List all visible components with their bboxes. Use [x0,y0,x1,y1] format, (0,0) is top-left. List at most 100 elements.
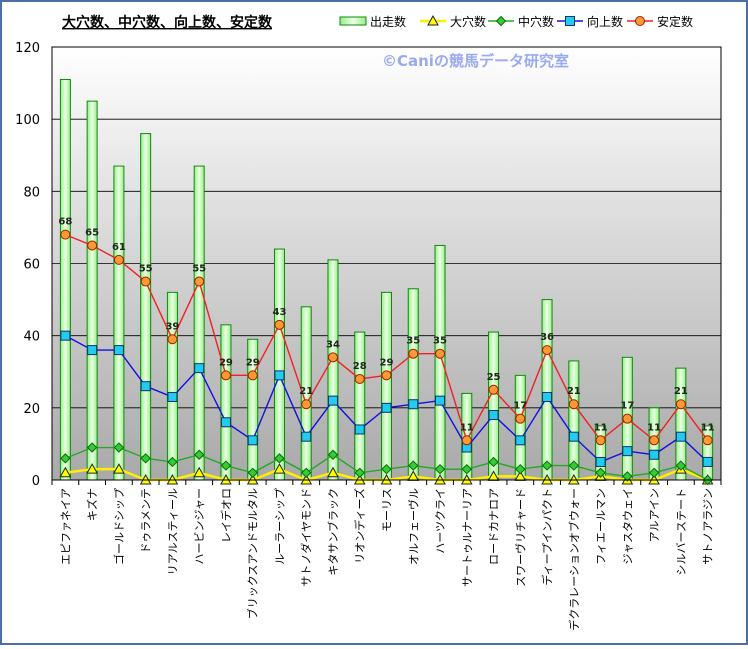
point-2-3 [140,453,151,464]
point-2-19 [568,460,580,471]
point-2-5 [193,449,205,460]
point-4-14 [435,348,446,359]
data-label-14: 35 [433,336,447,347]
y-tick-label: 120 [15,41,40,56]
point-2-2 [113,442,125,453]
point-4-6 [220,370,231,381]
x-tick-label-18: ディープインパクト [540,488,554,586]
legend-swatch-0 [339,16,367,26]
point-4-17 [515,413,526,424]
point-2-21 [622,471,633,482]
bar-2 [113,165,125,481]
y-tick-label: 40 [23,330,40,345]
bar-6 [220,324,232,481]
point-2-15 [461,463,472,475]
point-4-21 [622,413,633,424]
data-label-20: 11 [594,422,608,433]
data-label-21: 17 [620,401,634,412]
y-tick-label: 20 [23,402,40,417]
x-tick-label-10: キタサンブラック [326,488,340,576]
point-3-7 [247,435,258,446]
point-1-10 [327,466,339,478]
legend-label-1: 大穴数 [450,14,486,29]
point-3-22 [649,449,660,460]
data-label-13: 35 [406,336,420,347]
x-tick-label-8: ルーラーシップ [273,488,286,565]
data-label-22: 11 [647,422,661,433]
point-3-0 [60,330,71,341]
data-label-9: 21 [299,386,313,397]
point-4-15 [461,435,472,446]
data-label-7: 29 [246,357,260,368]
point-3-6 [220,417,231,428]
point-3-10 [327,395,338,406]
point-2-7 [247,467,258,478]
point-4-18 [542,345,553,356]
point-2-10 [327,449,339,460]
point-2-9 [301,467,312,478]
point-4-19 [568,399,579,410]
point-3-8 [274,370,285,381]
point-4-5 [194,276,205,287]
point-2-22 [648,467,660,478]
point-2-23 [675,460,687,471]
point-4-8 [274,319,285,330]
x-tick-label-22: アルアイン [648,488,661,542]
bar-18 [541,299,553,481]
point-4-4 [167,334,178,345]
x-tick-label-21: ジャスタウェイ [621,488,634,564]
point-1-1 [86,463,98,474]
point-3-24 [702,456,713,467]
data-label-2: 61 [112,242,126,253]
bar-12 [381,291,392,481]
x-tick-label-19: デクラレーションオブウォー [567,488,581,631]
point-4-10 [327,352,338,363]
bar-3 [140,133,152,481]
bar-24 [702,425,714,481]
point-2-18 [541,460,553,471]
point-2-13 [408,460,419,471]
point-4-9 [301,399,312,410]
point-4-24 [702,435,713,446]
point-3-20 [595,456,606,467]
x-tick-label-4: リアルスティール [166,488,179,575]
chart-title: 大穴数、中穴数、向上数、安定数 [62,14,273,31]
point-4-12 [381,370,392,381]
data-label-3: 55 [139,264,153,275]
point-4-13 [408,348,419,359]
watermark: ©Caniの競馬データ研究室 [382,52,569,70]
point-2-6 [220,460,232,471]
point-4-16 [488,384,499,395]
legend-label-3: 向上数 [587,14,623,29]
data-label-6: 29 [219,357,233,368]
x-tick-label-14: ハーツクライ [434,488,447,554]
point-2-4 [167,456,178,468]
legend-marker-3 [565,16,575,26]
x-tick-label-23: シルバーステート [675,488,688,575]
bar-0 [59,78,71,481]
point-3-23 [675,431,686,442]
data-label-4: 39 [165,321,179,332]
point-4-2 [113,254,124,265]
point-1-2 [113,463,125,474]
point-2-14 [434,463,446,475]
point-2-12 [381,463,392,475]
legend-label-4: 安定数 [657,14,693,29]
y-tick-label: 100 [15,113,40,128]
point-4-23 [675,399,686,410]
point-3-18 [542,392,553,403]
x-tick-label-16: ロードカナロア [488,488,501,565]
point-3-14 [435,395,446,406]
legend-marker-4 [635,16,645,26]
x-tick-label-9: サトノダイヤモンド [299,488,313,587]
data-label-1: 65 [85,227,99,238]
point-3-9 [301,431,312,442]
point-2-0 [60,453,71,464]
point-3-1 [87,345,98,356]
data-label-0: 68 [58,217,72,228]
data-label-23: 21 [674,386,688,397]
x-tick-label-24: サトノアラジン [702,488,715,565]
bar-11 [354,331,366,481]
point-3-4 [167,392,178,403]
